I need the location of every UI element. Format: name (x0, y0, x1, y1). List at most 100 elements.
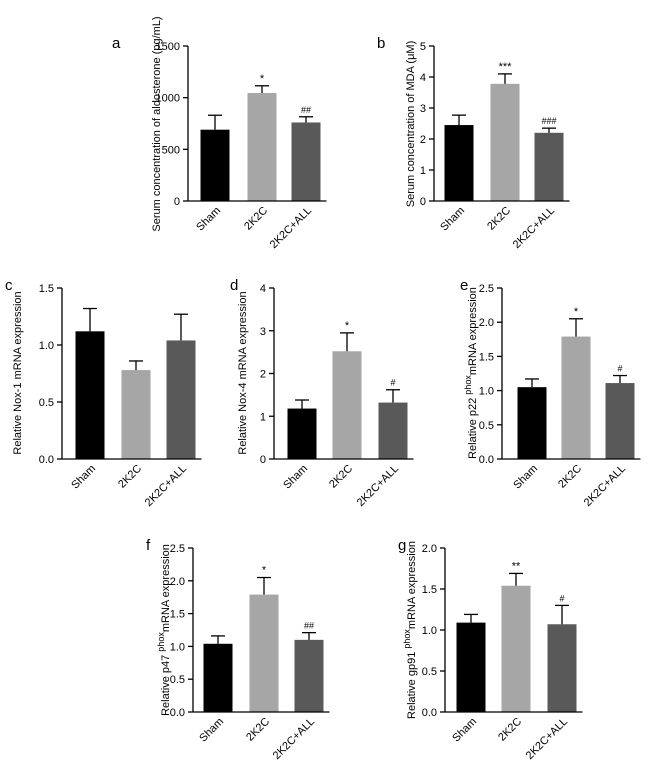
y-axis-label-part: Relative p47 (160, 652, 172, 716)
x-tick-label: 2K2C (244, 716, 272, 744)
y-axis (183, 45, 189, 202)
y-tick-label: 1 (420, 165, 426, 177)
bar-2k2c (332, 351, 362, 459)
y-tick-label: 0.5 (479, 420, 494, 432)
bar-2k2c (490, 83, 520, 201)
y-tick-label: 1.0 (422, 625, 437, 637)
y-tick-label: 0 (260, 454, 266, 466)
panel-letter: g (398, 537, 406, 554)
significance-label: ### (541, 116, 556, 126)
bar-sham (200, 129, 230, 201)
panel-letter: d (230, 277, 238, 294)
significance-label: ## (301, 105, 311, 115)
x-tick-label: Sham (450, 716, 479, 745)
bar-2k2c-all (378, 402, 408, 459)
x-tick-label: Sham (69, 463, 98, 492)
panel-letter: f (146, 537, 151, 554)
y-tick-label: 1.5 (39, 283, 54, 295)
x-tick-label: 2K2C+ALL (355, 463, 401, 509)
y-axis-label-superscript: phox (402, 629, 412, 649)
y-axis-label: Relative p47 phoxmRNA expression (156, 544, 172, 716)
x-tick-label: 2K2C+ALL (271, 716, 317, 762)
x-tick-label: 2K2C (116, 463, 144, 491)
bar-2k2c-all (534, 132, 564, 201)
bar-sham (203, 643, 233, 712)
bar-sham (444, 125, 474, 201)
bar-2k2c-all (166, 340, 196, 459)
y-tick-label: 0.0 (170, 707, 185, 719)
y-tick-label: 2 (260, 369, 266, 381)
y-tick-label: 2.5 (479, 283, 494, 295)
bar-sham (75, 331, 105, 459)
significance-label: ## (304, 621, 314, 631)
panel-d: d * #0 1 2 3 4 Sham 2K2C 2K2C+ALL Relative Nox-4 m… (230, 277, 414, 509)
x-tick-label: 2K2C+ALL (268, 205, 314, 251)
y-axis (269, 287, 275, 460)
y-tick-label: 4 (420, 72, 426, 84)
y-tick-label: 0.5 (422, 666, 437, 678)
y-tick-label: 0.5 (39, 397, 54, 409)
y-tick-label: 1000 (156, 93, 180, 105)
y-tick-label: 500 (162, 144, 180, 156)
x-tick-label: 2K2C (327, 463, 355, 491)
x-tick-label: 2K2C (556, 463, 584, 491)
x-tick-label: Sham (511, 463, 540, 492)
y-axis-label: Relative Nox-1 mRNA expression (12, 291, 24, 454)
x-tick-label: 2K2C+ALL (143, 463, 189, 509)
bar-2k2c-all (605, 383, 635, 459)
y-axis-label-part: Relative p22 (467, 395, 479, 459)
x-tick-label: Sham (438, 205, 467, 234)
bar-sham (456, 622, 486, 712)
y-tick-label: 1.0 (479, 386, 494, 398)
y-axis-label: Serum concentration of aldosterone (pg/m… (151, 16, 163, 231)
y-tick-label: 1.5 (479, 351, 494, 363)
y-tick-label: 3 (420, 103, 426, 115)
bar-2k2c-all (291, 122, 321, 201)
y-tick-label: 1 (260, 411, 266, 423)
bar-sham (287, 408, 317, 459)
y-tick-label: 0.0 (39, 454, 54, 466)
y-tick-label: 0 (420, 196, 426, 208)
y-tick-label: 0.0 (422, 707, 437, 719)
y-tick-label: 5 (420, 41, 426, 53)
y-axis-label-part: mRNA expression (467, 287, 479, 375)
y-tick-label: 1.5 (170, 609, 185, 621)
y-axis (429, 45, 435, 202)
bar-2k2c (121, 370, 151, 459)
significance-label: * (345, 320, 350, 332)
panel-letter: a (112, 35, 121, 52)
y-axis (188, 547, 194, 713)
x-tick-label: 2K2C+ALL (524, 716, 570, 762)
x-tick-label: 2K2C (242, 205, 270, 233)
y-tick-label: 2.0 (479, 317, 494, 329)
y-axis-label-part: mRNA expression (406, 541, 418, 629)
y-axis-label-superscript: phox (463, 375, 473, 395)
y-axis (57, 287, 63, 460)
y-axis (497, 287, 503, 460)
y-tick-label: 1.0 (39, 340, 54, 352)
panel-letter: b (377, 35, 385, 52)
bar-2k2c-all (294, 639, 324, 712)
panel-letter: e (460, 277, 468, 294)
significance-label: # (617, 364, 622, 374)
significance-label: * (574, 306, 579, 318)
y-axis-label-part: mRNA expression (160, 544, 172, 632)
bar-2k2c (501, 585, 531, 712)
x-tick-label: Sham (197, 716, 226, 745)
x-tick-label: Sham (194, 205, 223, 234)
y-tick-label: 4 (260, 283, 266, 295)
x-tick-label: Sham (281, 463, 310, 492)
significance-label: ** (512, 560, 521, 572)
y-tick-label: 0.0 (479, 454, 494, 466)
y-axis-label-part: Relative gp91 (406, 649, 418, 719)
bar-2k2c (249, 594, 279, 712)
bar-2k2c (247, 93, 277, 201)
y-axis-label: Relative gp91 phoxmRNA expression (402, 541, 418, 719)
y-tick-label: 2.0 (422, 543, 437, 555)
bar-2k2c (561, 336, 591, 459)
